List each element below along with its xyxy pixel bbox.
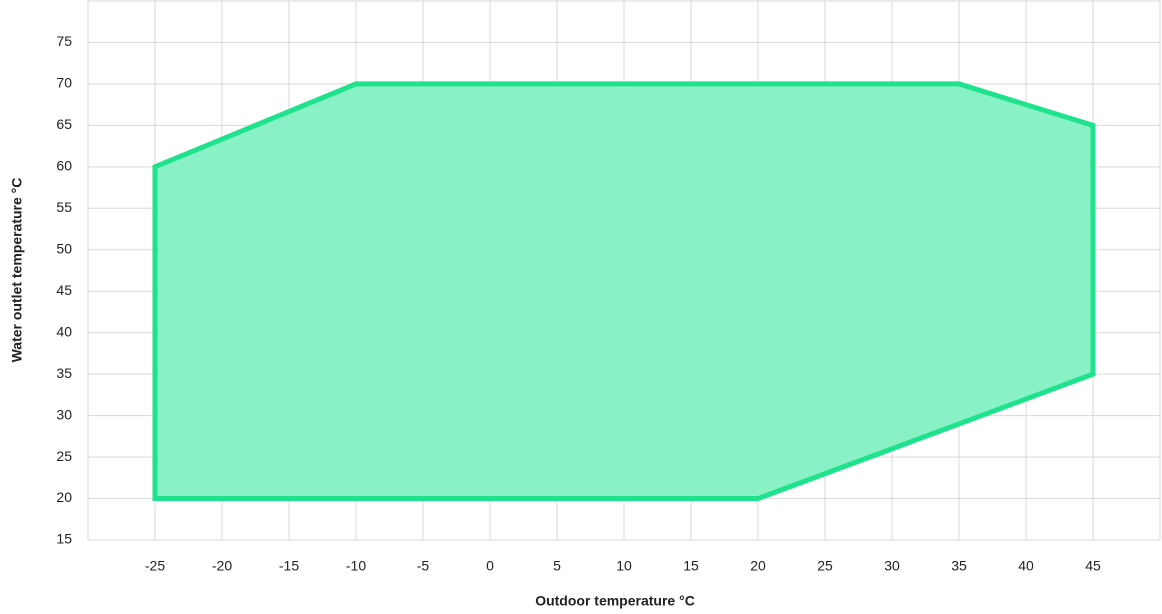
y-axis-title: Water outlet temperature °C (9, 178, 25, 363)
x-tick-label: -10 (346, 558, 366, 574)
x-axis-title: Outdoor temperature °C (535, 593, 695, 609)
y-tick-label: 55 (56, 199, 72, 215)
y-tick-label: 75 (56, 33, 72, 49)
x-tick-label: 0 (486, 558, 494, 574)
x-tick-label: 25 (817, 558, 833, 574)
x-tick-label: -20 (212, 558, 232, 574)
y-tick-label: 70 (56, 75, 72, 91)
x-tick-label: -15 (279, 558, 299, 574)
y-tick-label: 50 (56, 240, 72, 256)
x-tick-label: -25 (145, 558, 165, 574)
x-tick-label: -5 (417, 558, 430, 574)
y-tick-label: 40 (56, 323, 72, 339)
x-tick-label: 10 (616, 558, 632, 574)
y-tick-label: 20 (56, 489, 72, 505)
x-tick-label: 35 (951, 558, 967, 574)
x-tick-label: 20 (750, 558, 766, 574)
x-tick-label: 30 (884, 558, 900, 574)
y-tick-label: 15 (56, 531, 72, 547)
x-tick-label: 45 (1085, 558, 1101, 574)
y-tick-label: 35 (56, 365, 72, 381)
y-tick-label: 60 (56, 158, 72, 174)
y-tick-label: 30 (56, 406, 72, 422)
x-tick-label: 40 (1018, 558, 1034, 574)
area (152, 81, 1096, 502)
x-tick-label: 5 (553, 558, 561, 574)
x-tick-label: 15 (683, 558, 699, 574)
y-tick-label: 25 (56, 448, 72, 464)
y-tick-label: 65 (56, 116, 72, 132)
y-tick-label: 45 (56, 282, 72, 298)
